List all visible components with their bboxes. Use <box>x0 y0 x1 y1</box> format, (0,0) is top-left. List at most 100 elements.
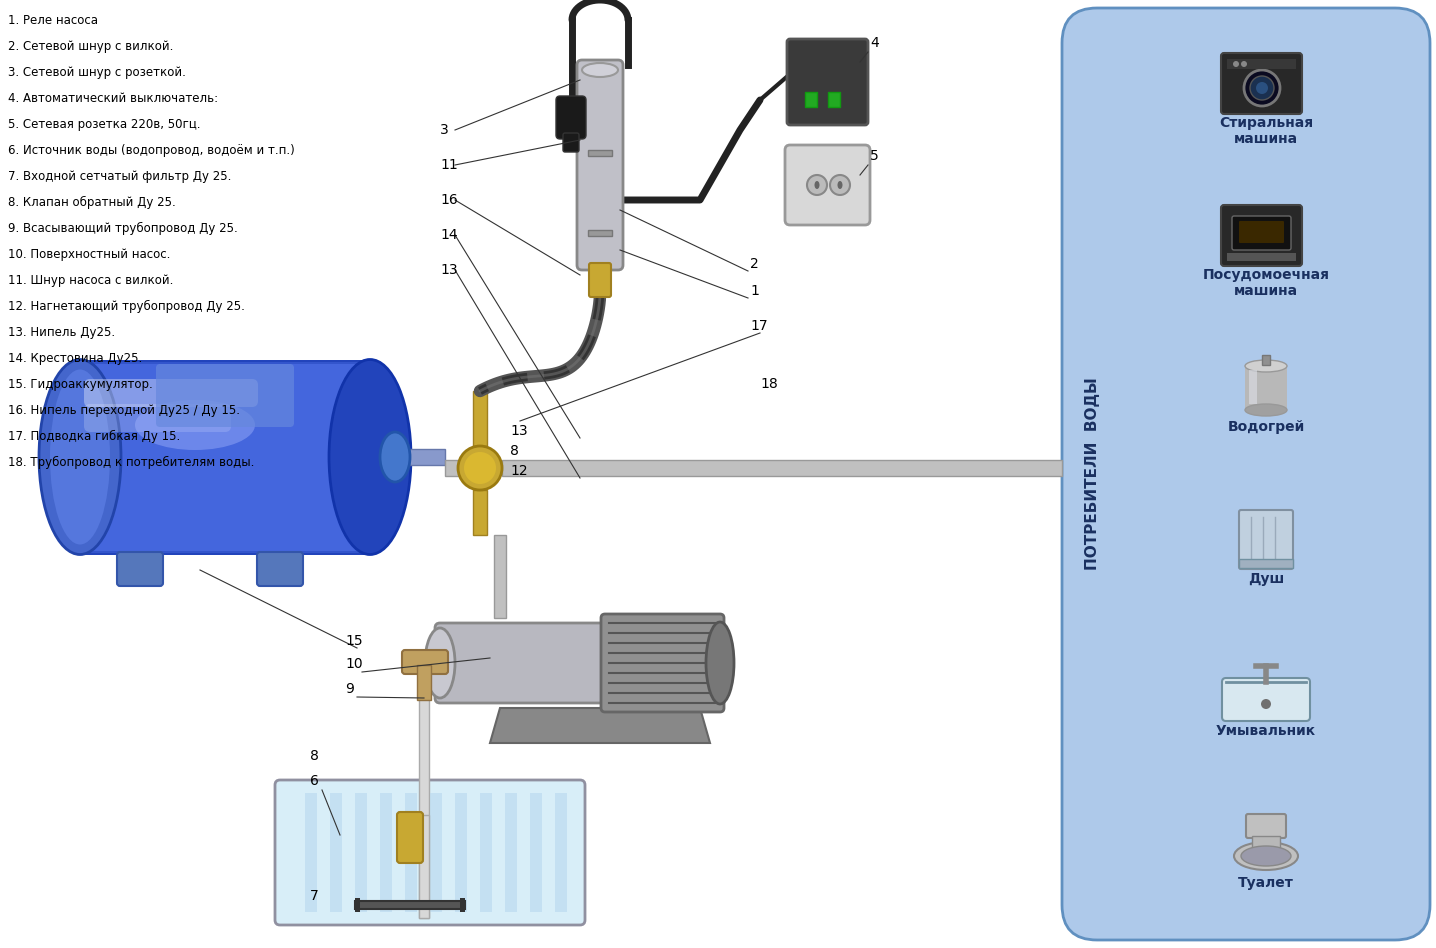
Text: Умывальник: Умывальник <box>1216 724 1315 738</box>
FancyBboxPatch shape <box>83 379 258 407</box>
Text: Водогрей: Водогрей <box>1228 420 1305 434</box>
Bar <box>1226 253 1297 261</box>
Text: 9: 9 <box>345 682 353 696</box>
FancyBboxPatch shape <box>602 614 724 712</box>
Bar <box>445 460 480 476</box>
Ellipse shape <box>814 181 820 189</box>
Bar <box>829 92 840 107</box>
FancyBboxPatch shape <box>1239 221 1284 243</box>
Text: 11: 11 <box>439 158 458 172</box>
Text: 4. Автоматический выключатель:: 4. Автоматический выключатель: <box>9 92 218 105</box>
FancyBboxPatch shape <box>1246 814 1287 838</box>
Circle shape <box>1244 70 1279 106</box>
Bar <box>80 360 370 555</box>
Bar <box>381 793 392 912</box>
FancyBboxPatch shape <box>1232 216 1291 250</box>
Bar <box>304 793 317 912</box>
Bar <box>330 793 342 912</box>
Bar <box>416 665 431 700</box>
Bar <box>1252 836 1279 850</box>
FancyBboxPatch shape <box>563 133 579 152</box>
Text: 18. Трубопровод к потребителям воды.: 18. Трубопровод к потребителям воды. <box>9 456 254 469</box>
Text: 13: 13 <box>510 424 527 438</box>
Text: 15: 15 <box>345 634 363 648</box>
Text: 18: 18 <box>760 377 778 391</box>
FancyBboxPatch shape <box>402 650 448 674</box>
Text: 13. Нипель Ду25.: 13. Нипель Ду25. <box>9 326 115 339</box>
Text: 16. Нипель переходной Ду25 / Ду 15.: 16. Нипель переходной Ду25 / Ду 15. <box>9 404 240 417</box>
Bar <box>455 793 467 912</box>
Ellipse shape <box>381 432 411 482</box>
Text: 17. Подводка гибкая Ду 15.: 17. Подводка гибкая Ду 15. <box>9 430 181 443</box>
Polygon shape <box>490 708 709 743</box>
FancyBboxPatch shape <box>83 404 231 432</box>
Bar <box>460 898 465 912</box>
Bar <box>355 898 360 912</box>
Bar <box>505 793 517 912</box>
Circle shape <box>1256 82 1268 94</box>
Text: 6: 6 <box>310 774 319 788</box>
Bar <box>1245 366 1287 410</box>
Bar <box>472 490 487 535</box>
Text: 13: 13 <box>439 263 458 277</box>
FancyBboxPatch shape <box>157 364 294 427</box>
Text: ПОТРЕБИТЕЛИ  ВОДЫ: ПОТРЕБИТЕЛИ ВОДЫ <box>1084 377 1100 571</box>
Text: 8: 8 <box>310 749 319 763</box>
Bar <box>1226 59 1297 69</box>
Text: 14. Крестовина Ду25.: 14. Крестовина Ду25. <box>9 352 142 365</box>
Bar <box>587 230 612 236</box>
FancyBboxPatch shape <box>785 145 870 225</box>
Bar <box>1249 370 1256 404</box>
Bar <box>90 364 360 551</box>
Text: 3. Сетевой шнур с розеткой.: 3. Сетевой шнур с розеткой. <box>9 66 185 79</box>
FancyBboxPatch shape <box>589 263 610 297</box>
Text: 4: 4 <box>870 36 879 50</box>
Text: 2: 2 <box>750 257 758 271</box>
FancyBboxPatch shape <box>116 552 164 586</box>
Bar <box>1239 559 1292 568</box>
Bar <box>494 535 505 618</box>
Ellipse shape <box>135 400 256 450</box>
Bar <box>480 793 493 912</box>
Ellipse shape <box>50 370 111 544</box>
Bar <box>86 362 363 553</box>
Bar <box>395 449 445 465</box>
Circle shape <box>1234 61 1239 67</box>
Ellipse shape <box>707 622 734 704</box>
Text: 16: 16 <box>439 193 458 207</box>
Text: 17: 17 <box>750 319 768 333</box>
Circle shape <box>807 175 827 195</box>
Bar <box>472 391 487 446</box>
Bar <box>429 793 442 912</box>
Bar <box>554 793 567 912</box>
Bar <box>419 698 429 918</box>
FancyBboxPatch shape <box>1222 678 1310 721</box>
Circle shape <box>464 452 495 484</box>
Bar <box>1262 355 1269 365</box>
Bar <box>806 92 817 107</box>
Text: Душ: Душ <box>1248 572 1284 586</box>
FancyBboxPatch shape <box>1063 8 1430 940</box>
Text: 7. Входной сетчатый фильтр Ду 25.: 7. Входной сетчатый фильтр Ду 25. <box>9 170 231 183</box>
Text: 10. Поверхностный насос.: 10. Поверхностный насос. <box>9 248 171 261</box>
FancyBboxPatch shape <box>577 60 623 270</box>
FancyBboxPatch shape <box>1239 510 1292 569</box>
Text: 1: 1 <box>750 284 758 298</box>
FancyBboxPatch shape <box>435 623 615 703</box>
FancyBboxPatch shape <box>787 39 867 125</box>
Ellipse shape <box>39 359 121 555</box>
Text: 7: 7 <box>310 889 319 903</box>
Text: 9. Всасывающий трубопровод Ду 25.: 9. Всасывающий трубопровод Ду 25. <box>9 222 238 235</box>
Text: 14: 14 <box>439 228 458 242</box>
FancyBboxPatch shape <box>1221 53 1302 114</box>
Text: 5: 5 <box>870 149 879 163</box>
Ellipse shape <box>1245 404 1287 416</box>
Circle shape <box>1249 76 1274 100</box>
Text: 12. Нагнетающий трубопровод Ду 25.: 12. Нагнетающий трубопровод Ду 25. <box>9 300 246 313</box>
Text: 5. Сетевая розетка 220в, 50гц.: 5. Сетевая розетка 220в, 50гц. <box>9 118 201 131</box>
Bar <box>355 901 465 909</box>
Text: 15. Гидроаккумулятор.: 15. Гидроаккумулятор. <box>9 378 152 391</box>
Ellipse shape <box>1241 846 1291 866</box>
Text: 2. Сетевой шнур с вилкой.: 2. Сетевой шнур с вилкой. <box>9 40 174 53</box>
Text: 3: 3 <box>439 123 448 137</box>
